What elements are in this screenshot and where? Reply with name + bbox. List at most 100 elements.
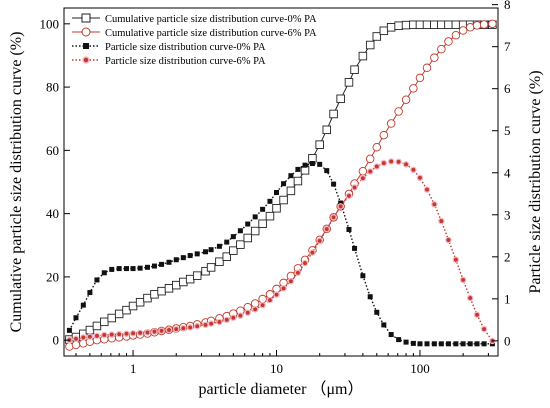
- data-point: [437, 44, 446, 54]
- data-point: [250, 226, 260, 236]
- data-point: [451, 20, 461, 30]
- data-point: [373, 163, 381, 170]
- data-point: [144, 264, 150, 270]
- data-point: [330, 214, 337, 221]
- legend-item-0: Cumulative particle size distribution cu…: [72, 13, 317, 25]
- x-tick-label: 10: [270, 361, 283, 376]
- data-point: [387, 158, 395, 165]
- legend-marker-1: [81, 27, 91, 37]
- data-point: [431, 341, 437, 347]
- series-line-1: [69, 23, 493, 347]
- data-point: [345, 192, 353, 200]
- data-point: [295, 166, 301, 172]
- data-point: [229, 246, 238, 255]
- data-point: [187, 253, 193, 259]
- data-point: [130, 266, 136, 272]
- data-point: [438, 341, 444, 347]
- data-point: [230, 314, 237, 322]
- data-point: [165, 326, 173, 334]
- data-point: [87, 290, 93, 296]
- data-point: [272, 204, 281, 213]
- data-point: [409, 84, 418, 93]
- data-point: [480, 325, 488, 333]
- data-point: [186, 324, 194, 331]
- data-point: [309, 161, 315, 167]
- data-point: [324, 168, 330, 174]
- data-point: [151, 328, 158, 335]
- data-point: [85, 325, 95, 335]
- data-point: [80, 334, 87, 341]
- y-right-tick-label: 4: [504, 165, 511, 180]
- data-point: [180, 325, 187, 332]
- data-point: [381, 322, 387, 328]
- data-point: [337, 203, 344, 210]
- data-point: [379, 26, 389, 36]
- series-1: [65, 19, 497, 351]
- data-point: [202, 321, 209, 329]
- data-point: [323, 225, 331, 233]
- data-point: [274, 190, 280, 196]
- data-point: [359, 174, 367, 182]
- x-tick-label: 100: [410, 361, 430, 376]
- data-point: [151, 263, 157, 269]
- data-point: [203, 249, 209, 255]
- data-point: [380, 159, 388, 167]
- legend-item-1: Cumulative particle size distribution cu…: [72, 27, 317, 39]
- data-point: [460, 341, 466, 347]
- data-point: [136, 329, 144, 337]
- data-point: [424, 341, 430, 347]
- x-axis-title: particle diameter （μm）: [199, 380, 364, 398]
- y-axis-right-title: Particle size distribution curve (%): [527, 70, 544, 293]
- y-right-tick-label: 0: [504, 333, 511, 348]
- data-point: [259, 301, 266, 309]
- data-point: [431, 201, 438, 208]
- data-point: [280, 285, 287, 292]
- data-point: [143, 293, 152, 303]
- data-point: [101, 270, 107, 276]
- data-point: [458, 26, 468, 35]
- x-tick-label: 1: [130, 361, 137, 376]
- legend-marker-0: [81, 13, 91, 23]
- legend-label-0: Cumulative particle size distribution cu…: [105, 14, 317, 25]
- data-point: [467, 341, 473, 347]
- data-point: [438, 217, 445, 225]
- data-point: [129, 330, 137, 337]
- data-point: [216, 243, 222, 249]
- data-point: [86, 333, 94, 340]
- data-point: [430, 20, 439, 30]
- y-left-tick-label: 0: [53, 333, 60, 348]
- data-point: [206, 263, 216, 272]
- data-point: [365, 40, 375, 50]
- data-point: [159, 261, 165, 267]
- series-line-0: [69, 24, 493, 340]
- data-point: [453, 341, 459, 347]
- data-point: [338, 200, 344, 206]
- data-point: [164, 284, 174, 293]
- data-point: [258, 219, 267, 229]
- data-point: [401, 20, 411, 30]
- data-point: [346, 226, 352, 232]
- y-right-tick-label: 7: [504, 39, 511, 54]
- y-left-tick-label: 100: [40, 16, 60, 31]
- data-point: [344, 78, 354, 87]
- y-right-tick-label: 8: [504, 0, 511, 12]
- data-point: [388, 332, 394, 338]
- data-point: [394, 21, 403, 30]
- data-point: [374, 309, 380, 315]
- data-point: [279, 195, 288, 205]
- data-point: [192, 271, 202, 280]
- data-point: [317, 161, 323, 167]
- data-point: [224, 239, 230, 245]
- data-point: [135, 297, 145, 307]
- data-point: [372, 142, 382, 152]
- data-point: [352, 245, 358, 251]
- data-point: [444, 37, 453, 46]
- data-point: [260, 206, 266, 212]
- data-point: [315, 140, 324, 149]
- data-point: [403, 339, 409, 345]
- data-point: [367, 294, 373, 300]
- data-point: [410, 166, 417, 174]
- data-point: [144, 329, 151, 336]
- data-point: [437, 20, 446, 30]
